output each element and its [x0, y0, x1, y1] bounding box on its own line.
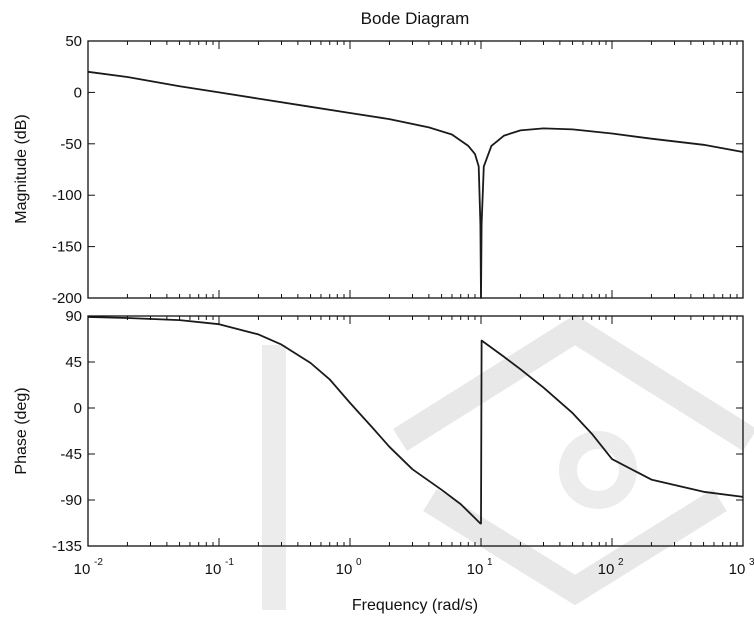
magnitude-panel: 50 0 -50 -100 -150 -200 Magnitude (dB) — [13, 33, 744, 307]
x-axis-label: Frequency (rad/s) — [352, 597, 478, 614]
magnitude-axes-frame — [87, 40, 744, 299]
phase-axes-frame — [87, 315, 744, 547]
phase-panel: 90 45 0 -45 -90 -135 Phase (deg) — [13, 308, 744, 555]
chart-title: Bode Diagram — [361, 9, 470, 28]
phase-y-tick-label: 0 — [74, 400, 82, 417]
x-tick-exponent: 2 — [618, 557, 624, 568]
magnitude-y-tick-label: 0 — [74, 84, 82, 101]
magnitude-y-tick-label: -50 — [60, 136, 82, 153]
phase-y-tick-label: -45 — [60, 446, 82, 463]
magnitude-y-axis-label: Magnitude (dB) — [13, 114, 30, 223]
magnitude-y-tick-label: -100 — [52, 187, 82, 204]
magnitude-y-tick-label: 50 — [65, 33, 82, 50]
x-tick-exponent: -2 — [94, 557, 103, 568]
x-tick-label: 10 — [336, 561, 353, 578]
x-tick-exponent: 0 — [356, 557, 362, 568]
x-tick-label: 10 — [74, 561, 91, 578]
x-tick-label: 10 — [729, 561, 746, 578]
x-tick-exponent: 3 — [749, 557, 754, 568]
x-tick-exponent: -1 — [225, 557, 234, 568]
magnitude-y-tick-label: -150 — [52, 239, 82, 256]
magnitude-y-tick-label: -200 — [52, 290, 82, 307]
x-tick-label: 10 — [467, 561, 484, 578]
x-tick-label: 10 — [205, 561, 222, 578]
phase-y-tick-label: -90 — [60, 492, 82, 509]
phase-y-tick-label: -135 — [52, 538, 82, 555]
watermark-logo — [262, 314, 754, 610]
x-tick-label: 10 — [598, 561, 615, 578]
x-tick-exponent: 1 — [487, 557, 493, 568]
phase-series-line — [87, 316, 744, 525]
magnitude-series-line — [87, 70, 744, 299]
phase-y-tick-label: 45 — [65, 354, 82, 371]
phase-y-tick-label: 90 — [65, 308, 82, 325]
phase-y-axis-label: Phase (deg) — [13, 387, 30, 474]
